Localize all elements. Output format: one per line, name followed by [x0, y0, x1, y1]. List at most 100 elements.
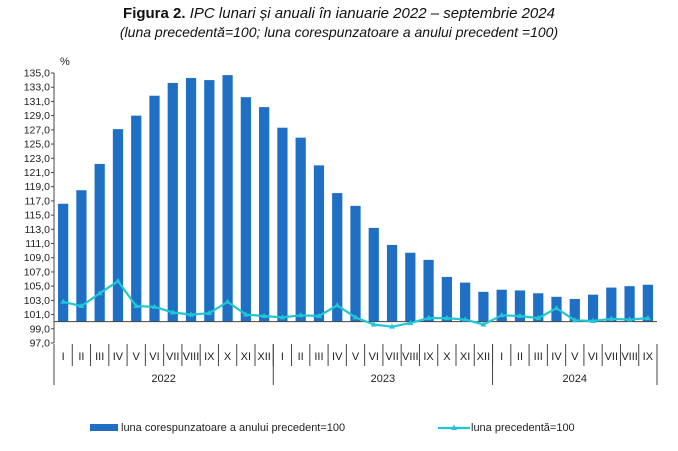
x-tick-label: XI	[460, 351, 470, 363]
bar	[441, 276, 452, 322]
bar	[76, 190, 87, 322]
x-tick-label: VI	[369, 351, 379, 363]
line-point	[60, 298, 67, 304]
bar	[167, 82, 178, 322]
x-tick-label: I	[281, 351, 284, 363]
x-tick-label: XII	[257, 351, 270, 363]
bar	[533, 293, 544, 322]
line-point	[389, 323, 396, 329]
x-tick-label: IV	[113, 351, 124, 363]
x-tick-label: I	[500, 351, 503, 363]
y-tick-label: 131,0	[24, 96, 50, 108]
bar	[496, 289, 507, 322]
line-point	[224, 298, 231, 304]
bar	[386, 244, 398, 322]
bar	[423, 259, 434, 322]
line-point	[169, 309, 176, 315]
x-tick-label: VIII	[183, 351, 200, 363]
line-point	[96, 290, 103, 296]
bar	[350, 205, 361, 322]
line-point	[352, 314, 359, 320]
line-point	[443, 314, 450, 321]
bar	[569, 298, 580, 322]
bar	[58, 203, 69, 322]
bar	[259, 107, 270, 322]
line-point	[206, 309, 213, 316]
line-point	[151, 303, 158, 309]
bar	[460, 282, 471, 322]
line-point	[334, 302, 341, 308]
bar	[514, 290, 526, 322]
year-label: 2024	[563, 373, 587, 385]
bar	[204, 80, 215, 322]
x-tick-label: III	[314, 351, 323, 363]
x-tick-label: XII	[477, 351, 490, 363]
x-tick-label: IV	[332, 351, 343, 363]
bar	[587, 294, 599, 322]
x-tick-label: V	[352, 351, 360, 363]
x-tick-label: XI	[241, 351, 251, 363]
line-point	[425, 314, 432, 321]
line-point	[626, 316, 633, 322]
legend-line-label: luna precedentă=100	[471, 422, 575, 434]
x-tick-label: I	[62, 351, 65, 363]
bar	[313, 165, 325, 322]
x-tick-label: IV	[551, 351, 562, 363]
line-point	[407, 319, 414, 326]
x-tick-label: III	[95, 351, 104, 363]
x-tick-label: II	[78, 351, 84, 363]
bar	[606, 287, 617, 322]
x-tick-label: IX	[643, 351, 654, 363]
line-point	[261, 312, 268, 318]
x-tick-label: VII	[166, 351, 179, 363]
line-point	[242, 311, 249, 317]
bar	[240, 97, 251, 322]
y-tick-label: 113,0	[25, 224, 51, 236]
bar	[624, 286, 635, 322]
x-tick-label: IX	[423, 351, 434, 363]
x-tick-label: VI	[149, 351, 159, 363]
bar	[332, 193, 343, 322]
y-tick-label: 123,0	[24, 153, 50, 165]
y-tick-label: 127,0	[24, 124, 50, 136]
line-point	[188, 311, 195, 317]
bar	[368, 227, 379, 322]
chart-title: Figura 2. IPC lunari și anuali în ianuar…	[0, 4, 678, 23]
line-point	[297, 312, 304, 318]
chart-title-block: Figura 2. IPC lunari și anuali în ianuar…	[0, 4, 678, 41]
bar	[277, 127, 288, 322]
line-point	[608, 315, 615, 321]
bar	[642, 284, 653, 322]
x-tick-label: VII	[605, 351, 618, 363]
bar	[94, 163, 105, 322]
y-tick-label: 105,0	[24, 281, 50, 293]
x-tick-label: VII	[385, 351, 398, 363]
bar	[149, 95, 160, 322]
y-tick-label: 107,0	[24, 266, 50, 278]
line-point	[644, 314, 651, 321]
legend-bar-swatch	[90, 424, 118, 431]
y-tick-label: 99,0	[30, 323, 51, 335]
x-tick-label: II	[517, 351, 523, 363]
chart-subtitle: (luna precedentă=100; luna corespunzatoa…	[119, 24, 559, 40]
line-point	[279, 314, 286, 320]
figure-label: Figura 2.	[123, 5, 186, 22]
line-point	[553, 304, 560, 311]
year-label: 2022	[151, 373, 175, 385]
y-unit-label: %	[60, 56, 70, 68]
x-tick-label: V	[571, 351, 579, 363]
line-point	[370, 321, 377, 327]
y-tick-label: 109,0	[24, 252, 50, 264]
y-tick-label: 119,0	[25, 181, 51, 193]
bar	[112, 129, 124, 322]
x-tick-label: X	[443, 351, 451, 363]
x-tick-label: V	[133, 351, 141, 363]
y-tick-label: 97,0	[30, 338, 51, 350]
legend-line-marker	[451, 424, 457, 430]
line-point	[133, 302, 140, 309]
line-point	[498, 312, 505, 318]
x-tick-label: II	[298, 351, 304, 363]
line-point	[114, 277, 121, 284]
bar	[185, 77, 197, 322]
